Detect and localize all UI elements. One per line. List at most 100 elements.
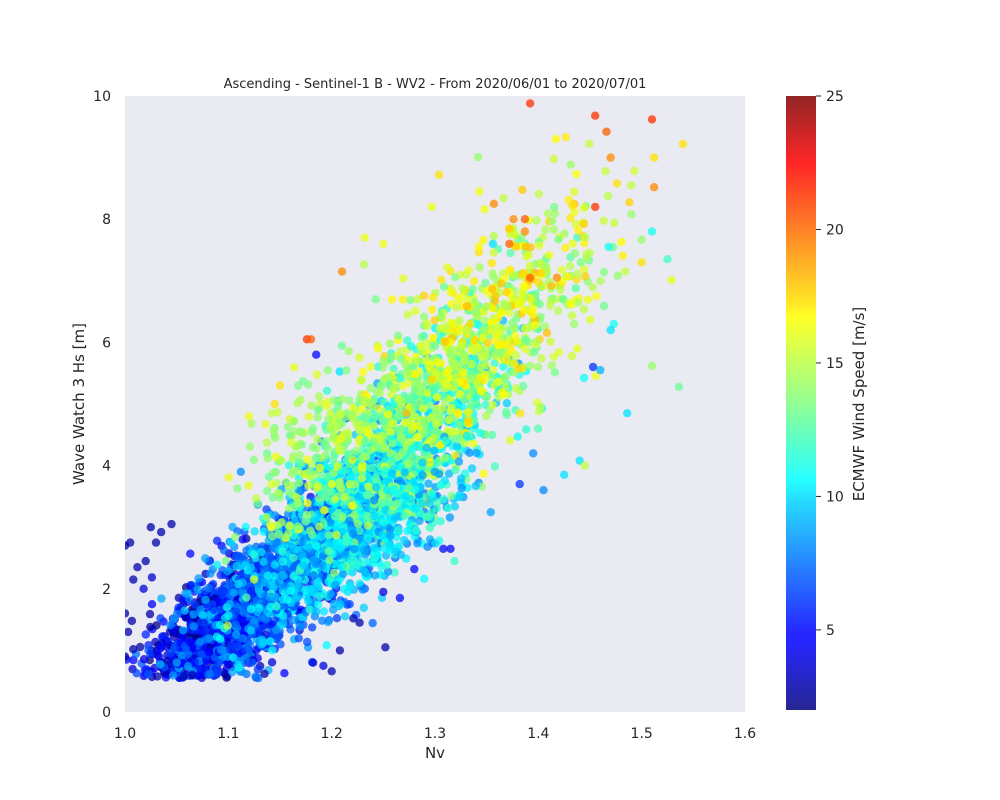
scatter-point [466, 400, 475, 410]
scatter-point [583, 295, 593, 304]
scatter-point [549, 352, 559, 361]
scatter-point [470, 277, 479, 286]
scatter-point [400, 511, 409, 521]
scatter-point [329, 434, 338, 443]
scatter-point [457, 483, 466, 493]
scatter-point [499, 390, 508, 400]
chart-title: Ascending - Sentinel-1 B - WV2 - From 20… [224, 77, 647, 92]
scatter-point [371, 474, 380, 483]
scatter-point [244, 412, 254, 421]
scatter-point [467, 464, 477, 473]
scatter-point [547, 361, 556, 370]
scatter-point [287, 469, 297, 478]
scatter-point [509, 215, 518, 224]
scatter-point [476, 363, 485, 372]
scatter-point [186, 581, 195, 590]
scatter-point [331, 580, 340, 590]
scatter-point [258, 624, 267, 633]
scatter-point [519, 281, 529, 290]
scatter-point [304, 543, 314, 552]
scatter-point [413, 432, 422, 442]
scatter-point [153, 672, 162, 681]
scatter-point [278, 611, 288, 621]
scatter-point [369, 496, 379, 505]
scatter-point [319, 661, 328, 670]
scatter-point [348, 529, 358, 538]
scatter-point [289, 553, 298, 562]
scatter-point [307, 401, 316, 410]
x-tick-label: 1.6 [734, 726, 756, 742]
scatter-point [366, 362, 375, 371]
scatter-point [430, 316, 439, 325]
scatter-point [344, 347, 353, 356]
y-tick-label: 6 [102, 335, 111, 351]
scatter-point [488, 284, 497, 294]
scatter-point [379, 417, 388, 426]
scatter-point [198, 611, 207, 620]
scatter-point [322, 386, 332, 395]
scatter-point [462, 431, 471, 440]
scatter-point [436, 481, 445, 490]
scatter-point [396, 424, 405, 433]
scatter-point [468, 285, 477, 294]
scatter-point [340, 612, 350, 621]
scatter-point [204, 648, 214, 657]
scatter-point [395, 476, 405, 485]
scatter-point [337, 562, 346, 572]
scatter-point [313, 405, 323, 415]
x-tick-label: 1.3 [424, 726, 446, 742]
scatter-point [223, 611, 233, 620]
scatter-point [338, 570, 347, 579]
scatter-point [427, 202, 437, 212]
scatter-point [450, 345, 459, 355]
scatter-point [318, 561, 327, 570]
scatter-point [359, 452, 369, 461]
scatter-point [224, 473, 233, 482]
scatter-point [275, 381, 285, 390]
scatter-point [299, 561, 309, 570]
scatter-point [567, 300, 576, 309]
scatter-point [415, 516, 424, 526]
scatter-point [262, 438, 272, 447]
scatter-point [312, 578, 322, 588]
scatter-point [315, 463, 325, 472]
scatter-point [475, 187, 484, 196]
scatter-point [497, 309, 506, 318]
scatter-point [585, 139, 594, 148]
scatter-point [428, 333, 438, 342]
scatter-point [516, 409, 525, 418]
scatter-point [306, 335, 316, 344]
scatter-point [494, 348, 503, 357]
scatter-point [407, 425, 417, 435]
scatter-point [411, 369, 420, 379]
scatter-point [532, 216, 541, 225]
scatter-point [547, 216, 557, 226]
scatter-point [312, 607, 321, 616]
scatter-point [303, 498, 312, 508]
scatter-point [179, 672, 189, 681]
scatter-point [270, 560, 279, 569]
scatter-point [277, 518, 286, 527]
scatter-point [403, 526, 412, 536]
scatter-point [156, 614, 165, 623]
scatter-point [292, 593, 301, 603]
scatter-point [509, 270, 519, 280]
scatter-point [580, 461, 589, 470]
scatter-point [305, 467, 314, 476]
scatter-point [260, 669, 269, 678]
scatter-point [387, 469, 397, 478]
scatter-point [324, 415, 333, 424]
scatter-point [505, 239, 514, 248]
scatter-point [313, 600, 323, 609]
scatter-point [445, 513, 455, 522]
scatter-point [362, 413, 371, 422]
y-tick-label: 0 [102, 705, 111, 721]
x-tick-label: 1.0 [114, 726, 136, 742]
scatter-point [166, 621, 175, 630]
scatter-point [422, 319, 431, 328]
scatter-point [488, 239, 498, 248]
scatter-point [253, 665, 263, 674]
scatter-point [386, 499, 395, 508]
scatter-point [625, 198, 634, 207]
scatter-point [308, 504, 317, 513]
